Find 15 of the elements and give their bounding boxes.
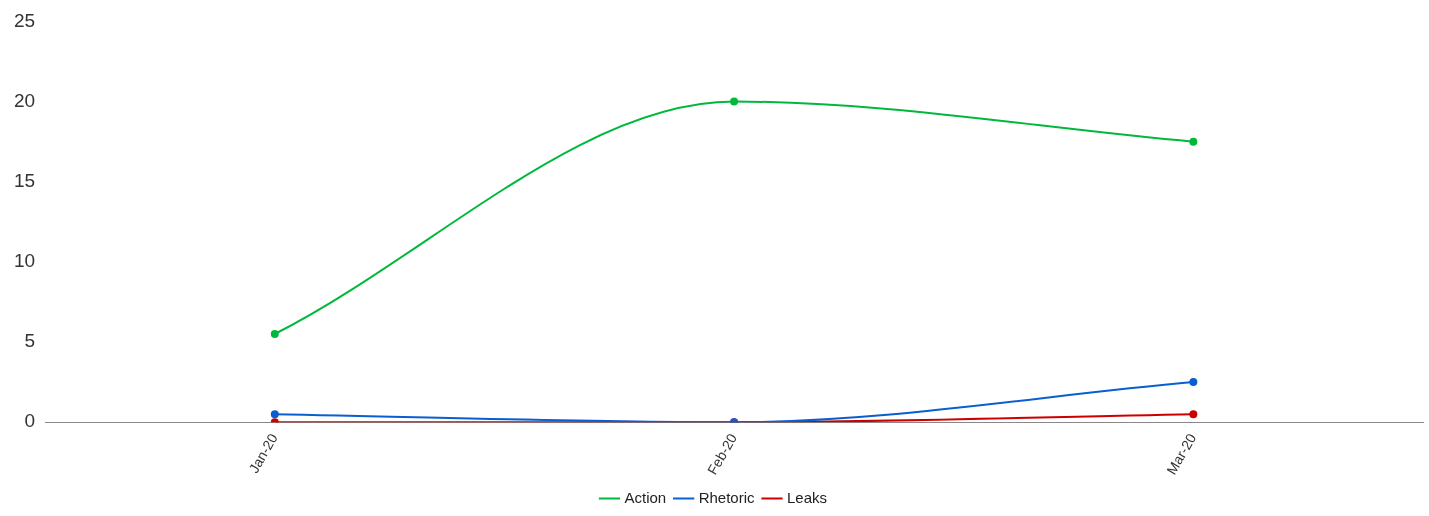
legend-label: Rhetoric <box>698 488 756 506</box>
point <box>1189 378 1198 387</box>
y-tick-label: 5 <box>24 330 36 352</box>
y-tick-label: 25 <box>13 9 36 31</box>
legend-label: Leaks <box>787 488 828 506</box>
point <box>270 330 279 339</box>
y-tick-label: 20 <box>13 89 36 111</box>
point <box>1189 137 1198 146</box>
y-tick-label: 15 <box>13 169 36 191</box>
legend-label: Action <box>624 488 667 506</box>
point <box>270 410 279 419</box>
y-tick-label: 10 <box>13 250 36 272</box>
y-tick-label: 0 <box>24 410 36 432</box>
point <box>730 97 739 106</box>
point <box>1189 410 1198 419</box>
